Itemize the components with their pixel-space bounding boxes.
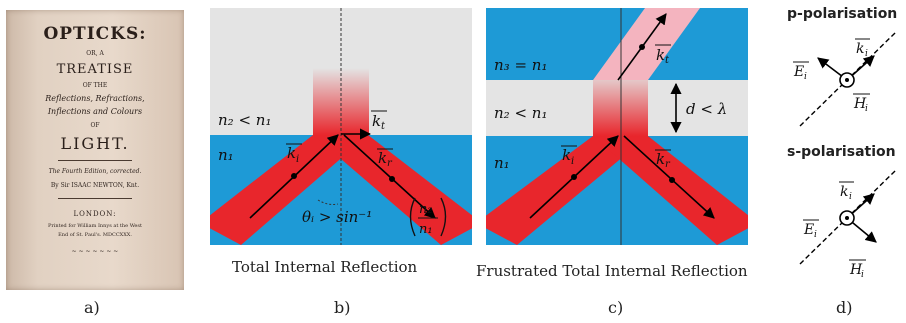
svg-text:r: r: [665, 159, 671, 170]
k-label: k i: [855, 38, 870, 59]
book-printer-1: Printed for William Innys at the West: [48, 223, 142, 229]
book-london: LONDON:: [73, 210, 117, 218]
svg-text:k: k: [372, 112, 381, 130]
book-rule: [58, 160, 132, 161]
book-author: By Sir ISAAC NEWTON, Knt.: [50, 182, 140, 189]
e-label: E i: [803, 219, 819, 240]
svg-text:k: k: [856, 41, 864, 57]
k-t-label: k t: [371, 110, 387, 132]
k-i-label: k i: [561, 145, 577, 167]
caption-d: d): [836, 298, 853, 317]
svg-text:E: E: [803, 222, 814, 238]
incident-beam: [210, 135, 368, 245]
medium-top-label: n₂ < n₁: [218, 111, 271, 129]
svg-text:i: i: [865, 49, 868, 59]
e-label: E i: [793, 61, 809, 82]
p-polarisation-title: p-polarisation: [787, 6, 898, 22]
transmitted-beam: [593, 8, 700, 80]
svg-text:H: H: [849, 262, 863, 278]
h-label: H i: [849, 259, 866, 280]
book-of: OF: [90, 122, 100, 129]
tir-condition: θᵢ > sin⁻¹: [302, 208, 372, 226]
svg-text:r: r: [387, 158, 393, 169]
svg-text:k: k: [562, 146, 571, 164]
svg-text:k: k: [287, 144, 296, 162]
svg-text:k: k: [840, 184, 848, 200]
s-polarisation-title: s-polarisation: [787, 144, 896, 160]
svg-text:i: i: [814, 230, 817, 240]
caption-a: a): [84, 298, 100, 317]
book-edition: The Fourth Edition, corrected.: [48, 168, 142, 175]
book-or: OR, A: [86, 50, 104, 57]
gap-label: d < λ: [686, 100, 727, 118]
caption-c-title: Frustrated Total Internal Reflection: [476, 262, 748, 280]
svg-text:t: t: [665, 55, 670, 66]
svg-text:k: k: [656, 150, 665, 168]
svg-text:i: i: [861, 270, 864, 280]
medium-mid-label: n₂ < n₁: [494, 104, 547, 122]
caption-c: c): [608, 298, 624, 317]
angle-arc: [317, 199, 339, 205]
book-title-page: OPTICKS: OR, A TREATISE OF THE Reflectio…: [6, 10, 184, 290]
paren-left: [409, 197, 416, 237]
svg-text:H: H: [853, 96, 867, 112]
k-i-label: k i: [286, 143, 302, 165]
tir-diagram: n₂ < n₁ n₁ k t k i k r θᵢ > sin⁻¹ n₂ n₁: [210, 8, 472, 245]
svg-text:k: k: [378, 149, 387, 167]
svg-text:i: i: [296, 154, 299, 165]
book-rule: [58, 198, 132, 199]
caption-b-title: Total Internal Reflection: [232, 258, 418, 276]
medium-bottom-label: n₁: [494, 154, 510, 172]
book-line-1: Reflections, Refractions,: [45, 94, 145, 103]
book-line-2: Inflections and Colours: [47, 107, 143, 116]
frac-numerator: n₂: [419, 202, 433, 217]
svg-text:k: k: [656, 46, 665, 64]
svg-text:i: i: [804, 72, 807, 82]
k-label: k i: [839, 181, 854, 202]
svg-text:i: i: [865, 104, 868, 114]
k-r-label: k r: [655, 149, 671, 170]
book-printer-2: End of St. Paul's. MDCCXXX.: [58, 232, 132, 238]
medium-top-label: n₃ = n₁: [494, 56, 547, 74]
svg-text:t: t: [381, 121, 386, 132]
s-polarisation-diagram: k i E i H i: [799, 169, 897, 280]
incident-beam: [486, 136, 648, 245]
p-polarisation-diagram: k i E i H i: [793, 31, 897, 127]
k-r-arrow: [343, 134, 436, 219]
book-title: OPTICKS:: [43, 24, 147, 44]
book-of-the: OF THE: [82, 82, 108, 89]
medium-bottom-label: n₁: [218, 146, 234, 164]
svg-text:E: E: [793, 64, 804, 80]
book-light: LIGHT.: [60, 134, 130, 153]
svg-text:i: i: [571, 156, 574, 167]
caption-b: b): [334, 298, 351, 317]
frac-denominator: n₁: [419, 222, 433, 237]
k-t-label: k t: [655, 44, 671, 66]
book-treatise: TREATISE: [56, 62, 134, 77]
ftir-diagram: n₃ = n₁ n₂ < n₁ n₁ d < λ k t k i k r: [486, 8, 748, 245]
h-label: H i: [853, 93, 870, 114]
svg-text:i: i: [849, 192, 852, 202]
paren-right: [440, 197, 447, 237]
book-footer: ~ ~ ~ ~ ~ ~ ~: [71, 248, 119, 255]
k-r-label: k r: [377, 148, 393, 169]
k-r-arrow: [623, 135, 715, 219]
